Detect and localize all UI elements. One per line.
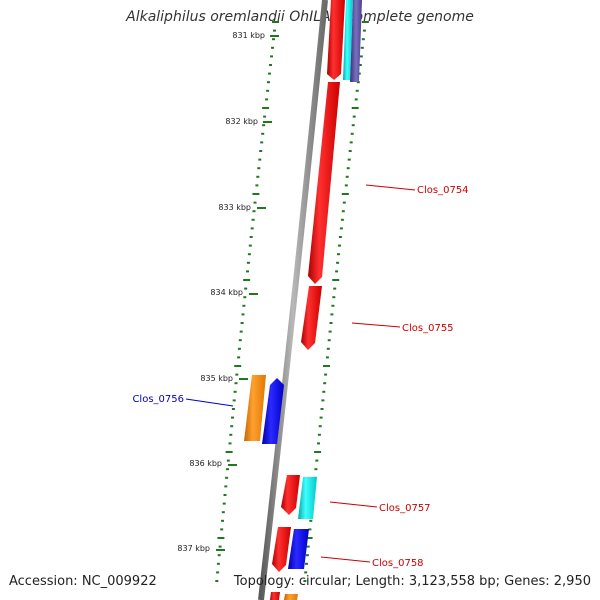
leader-line-clos-0756 (185, 398, 234, 407)
leader-line-clos-0758 (320, 556, 371, 563)
gene-arrow-red[interactable] (270, 592, 280, 600)
scale-label: 834 kbp (210, 288, 243, 297)
gene-arrow-orange[interactable] (244, 375, 266, 441)
leader-line-clos-0757 (329, 501, 378, 508)
scale-label: 831 kbp (232, 31, 265, 40)
map-title: Alkaliphilus oremlandii OhILAs, complete… (126, 9, 474, 25)
genome-summary-text: Topology: circular; Length: 3,123,558 bp… (233, 574, 591, 589)
gene-arrow-orange[interactable] (284, 594, 298, 600)
scale-labels: 831 kbp 832 kbp 833 kbp 834 kbp 835 kbp … (177, 31, 279, 553)
genome-backbone (258, 0, 328, 600)
scale-label: 832 kbp (225, 117, 258, 126)
gene-arrow-clos-0756[interactable] (262, 378, 284, 444)
scale-label: 833 kbp (218, 203, 251, 212)
scale-label: 837 kbp (177, 544, 210, 553)
gene-label-clos-0755[interactable]: Clos_0755 (402, 323, 454, 334)
gene-label-clos-0758[interactable]: Clos_0758 (372, 558, 424, 569)
gene-label-clos-0754[interactable]: Clos_0754 (417, 185, 469, 196)
gene-arrow-cyan[interactable] (298, 477, 317, 519)
gene-arrow-red[interactable] (272, 527, 291, 572)
gene-arrow-red[interactable] (281, 475, 300, 515)
tick-track-left (215, 21, 279, 582)
gene-arrow-red[interactable] (327, 0, 345, 80)
scale-label: 835 kbp (200, 374, 233, 383)
accession-text: Accession: NC_009922 (9, 574, 157, 589)
gene-arrow-blue[interactable] (288, 529, 309, 569)
leader-line-clos-0754 (365, 184, 416, 191)
gene-arrow-clos-0754[interactable] (308, 82, 340, 284)
gene-labels: Clos_0754 Clos_0755 Clos_0756 Clos_0757 … (132, 185, 468, 569)
label-leaders (185, 184, 416, 563)
gene-arrow-cyan[interactable] (343, 0, 353, 80)
gene-label-clos-0757[interactable]: Clos_0757 (379, 503, 431, 514)
leader-line-clos-0755 (351, 322, 401, 328)
gene-label-clos-0756[interactable]: Clos_0756 (132, 394, 184, 405)
scale-label: 836 kbp (189, 459, 222, 468)
gene-arrow-clos-0755[interactable] (301, 286, 322, 350)
minus-strand-genes (244, 375, 284, 444)
gene-arrow-purple[interactable] (350, 0, 362, 82)
plus-strand-genes (270, 0, 362, 600)
